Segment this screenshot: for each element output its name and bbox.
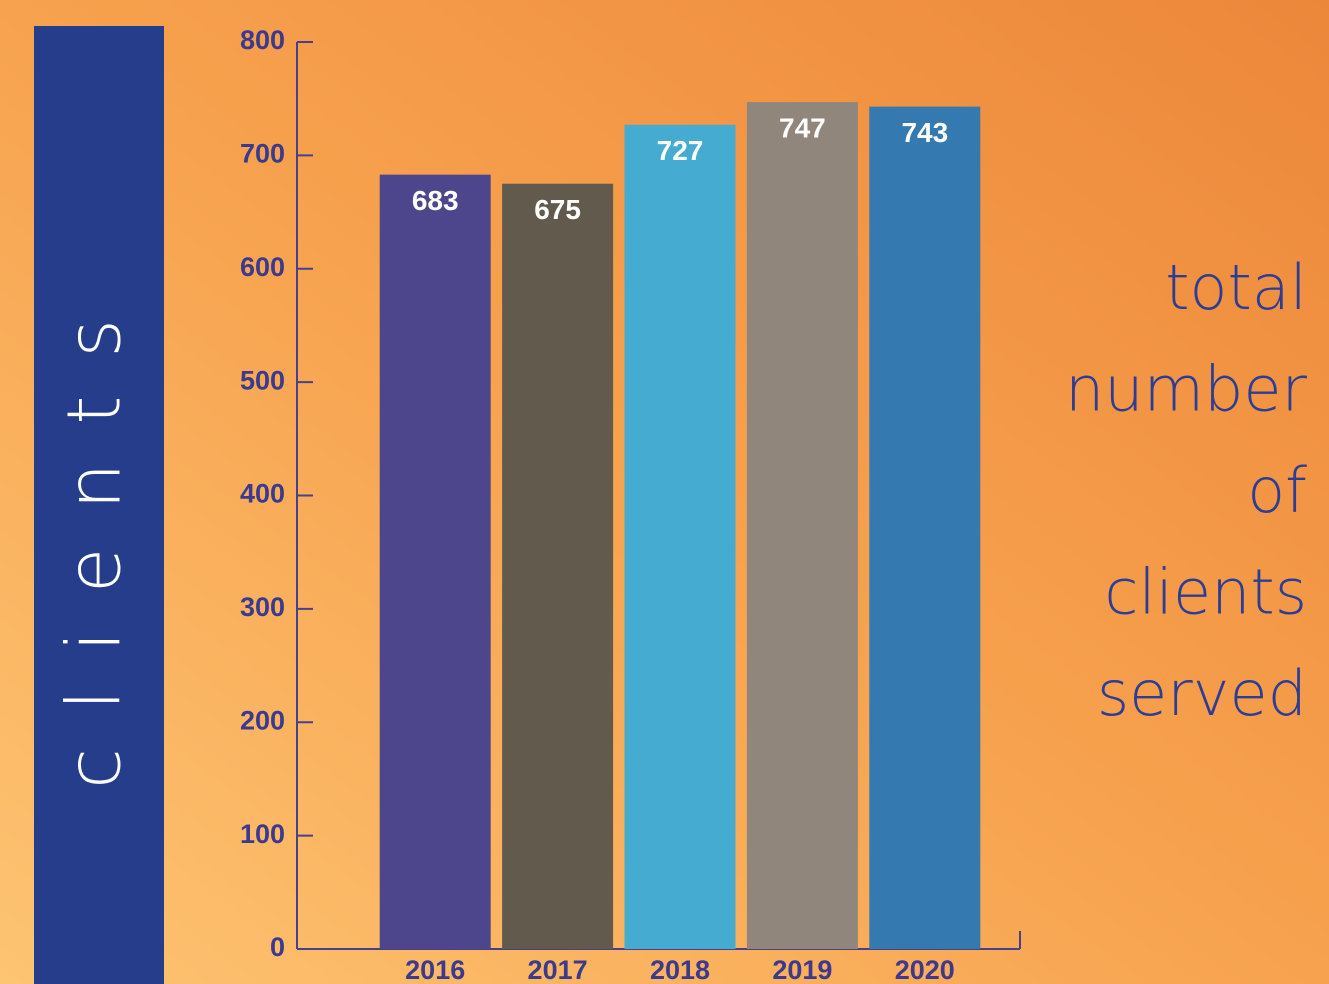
side-text: of bbox=[1247, 454, 1307, 527]
banner bbox=[34, 26, 164, 984]
y-tick-label: 0 bbox=[270, 932, 285, 962]
y-tick-label: 500 bbox=[240, 365, 285, 395]
side-text: number bbox=[1065, 353, 1307, 426]
bar bbox=[869, 106, 981, 949]
value-label: 683 bbox=[412, 185, 459, 216]
x-tick-label: 2019 bbox=[772, 955, 832, 984]
bar bbox=[746, 102, 858, 950]
value-label: 747 bbox=[779, 112, 826, 143]
x-tick-label: 2018 bbox=[650, 955, 710, 984]
x-tick-label: 2017 bbox=[528, 955, 588, 984]
bar bbox=[624, 124, 736, 950]
y-tick-label: 600 bbox=[240, 252, 285, 282]
value-label: 743 bbox=[901, 117, 948, 148]
y-tick-label: 400 bbox=[240, 479, 285, 509]
y-tick-label: 200 bbox=[240, 705, 285, 735]
side-text: served bbox=[1097, 657, 1307, 730]
x-tick-label: 2020 bbox=[895, 955, 955, 984]
side-text: clients bbox=[1104, 556, 1307, 629]
value-label: 727 bbox=[657, 135, 704, 166]
y-tick-label: 700 bbox=[240, 139, 285, 169]
banner-label: clients bbox=[52, 281, 138, 789]
value-label: 675 bbox=[534, 194, 581, 225]
bar bbox=[502, 183, 614, 949]
y-tick-label: 300 bbox=[240, 592, 285, 622]
y-tick-label: 800 bbox=[240, 25, 285, 55]
y-tick-label: 100 bbox=[240, 819, 285, 849]
bar bbox=[379, 174, 491, 949]
side-text: total bbox=[1165, 251, 1307, 324]
x-tick-label: 2016 bbox=[405, 955, 465, 984]
